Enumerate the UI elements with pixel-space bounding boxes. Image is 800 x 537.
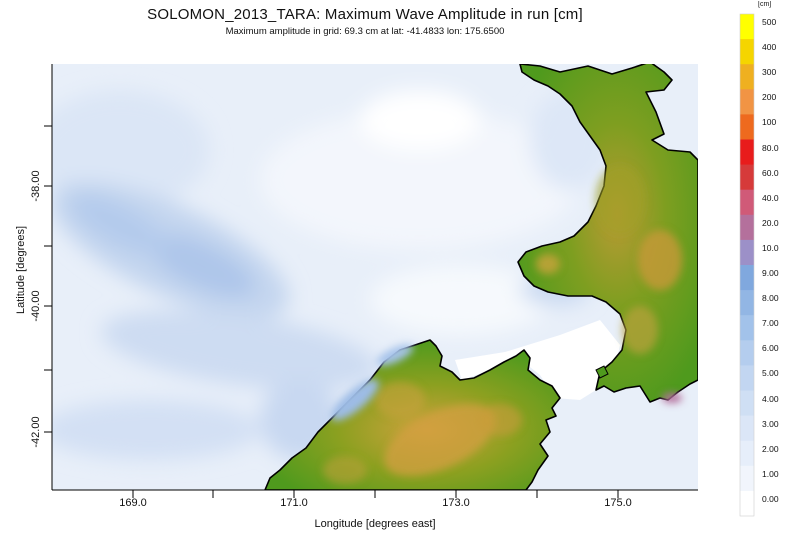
legend-label: 500 (762, 17, 777, 27)
y-tick-label: -40.00 (30, 290, 42, 322)
cook-strait-water (455, 320, 620, 400)
legend-swatch (740, 390, 754, 417)
map-subtitle: Maximum amplitude in grid: 69.3 cm at la… (225, 26, 505, 37)
legend-swatch (740, 290, 754, 316)
x-axis-label: Longitude [degrees east] (314, 518, 436, 530)
legend-label: 10.0 (762, 242, 779, 253)
legend-label: 300 (762, 67, 777, 78)
legend-label: 5.00 (762, 368, 779, 379)
terrain-highlights (323, 165, 682, 484)
x-tick-label: 169.0 (119, 497, 147, 509)
legend-label: 3.00 (762, 418, 779, 429)
legend-label: 0.00 (762, 493, 779, 504)
x-tick-label: 173.0 (442, 497, 470, 509)
legend-label: 1.00 (762, 468, 779, 479)
legend-label: 6.00 (762, 343, 779, 354)
legend-swatch (740, 189, 754, 216)
legend-label: 7.00 (762, 318, 779, 329)
legend-swatch (740, 214, 754, 241)
legend-unit: [cm] (758, 1, 772, 8)
x-tick-label: 171.0 (280, 497, 308, 509)
legend-swatch (740, 490, 754, 517)
legend-swatch (740, 365, 754, 392)
legend-label: 100 (762, 117, 777, 128)
legend-label: 80.0 (762, 142, 779, 153)
legend-label: 9.00 (762, 268, 779, 278)
legend-swatch (740, 89, 754, 115)
legend-label: 8.00 (762, 293, 779, 304)
legend-color-bar (739, 13, 755, 517)
legend-label: 60.0 (762, 167, 779, 178)
amplitude-field (52, 90, 610, 460)
legend-outline (739, 13, 755, 517)
y-axis-label: Latitude [degrees] (15, 225, 27, 315)
legend-swatch (740, 465, 754, 492)
y-tick-label: -42.00 (30, 416, 42, 448)
y-tick-label: -38.00 (30, 170, 42, 202)
legend-swatch (740, 164, 754, 191)
coastal-amplitude (331, 344, 682, 421)
legend-swatch (740, 415, 754, 442)
legend-swatch (740, 139, 754, 166)
legend-swatch (740, 315, 754, 341)
legend-label: 400 (762, 42, 777, 53)
legend-swatch (740, 239, 754, 266)
legend-swatch (740, 64, 754, 90)
plot-frame (44, 64, 698, 498)
legend-swatch (740, 440, 754, 467)
legend-swatch (740, 340, 754, 366)
legend-label: 4.00 (762, 393, 779, 404)
small-island (595, 365, 609, 379)
legend-swatch (740, 39, 754, 65)
legend-label: 2.00 (762, 443, 779, 454)
legend-label: 40.0 (762, 192, 779, 203)
legend-label: 20.0 (762, 217, 779, 228)
x-tick-label: 175.0 (604, 497, 632, 509)
map-title: SOLOMON_2013_TARA: Maximum Wave Amplitud… (147, 6, 583, 23)
legend-swatch (740, 114, 754, 141)
legend-swatch (740, 265, 754, 291)
legend-swatch (740, 14, 754, 40)
legend-label: 200 (762, 92, 777, 103)
